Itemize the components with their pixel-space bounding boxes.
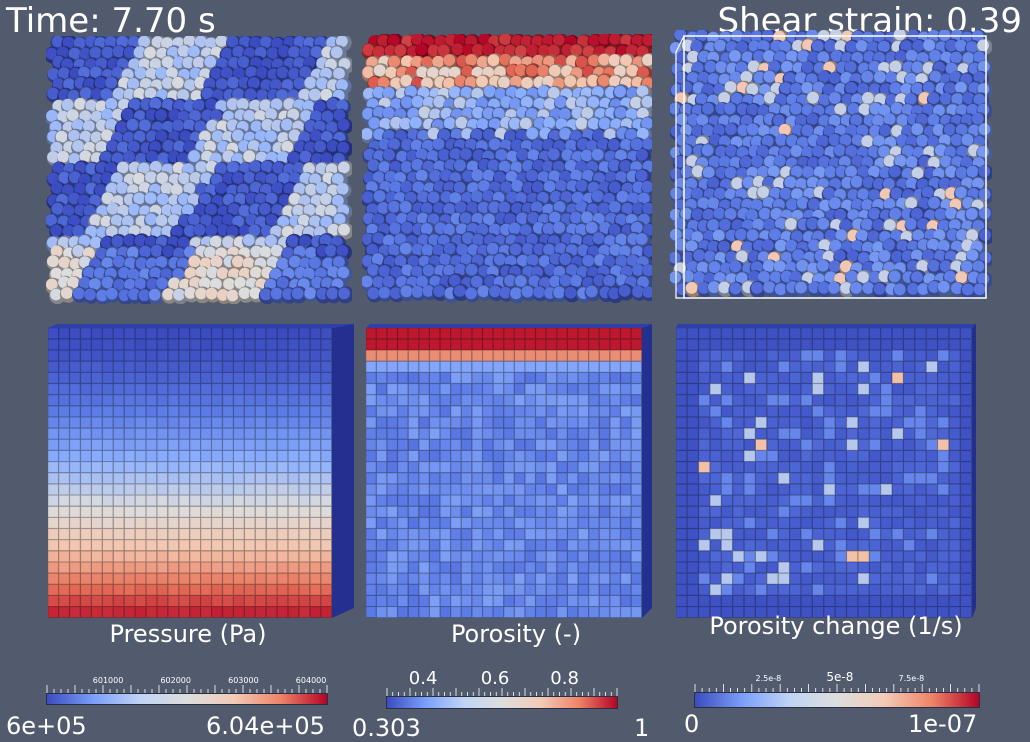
porosity-caption: Porosity (-)	[450, 620, 582, 648]
pressure-tick-label: 603000	[228, 676, 259, 685]
porosity-tick-label: 0.8	[550, 668, 579, 689]
porosity-change-caption: Porosity change (1/s)	[709, 612, 963, 640]
pressure-tick-label: 604000	[295, 676, 327, 685]
porosity-max-label: 1	[634, 714, 650, 742]
porosity-tick-marks	[386, 688, 618, 696]
porosity-change-spheres	[670, 30, 992, 300]
porosity-change-gradient-bar	[694, 692, 980, 708]
porosity-cells	[366, 327, 642, 618]
pressure-min-label: 6e+05	[6, 712, 87, 740]
porosity-change-max-label: 1e-07	[908, 710, 978, 738]
porosity-change-tick-label: 7.5e-8	[898, 674, 925, 683]
pressure-cells	[48, 327, 332, 618]
porosity-change-min-label: 0	[684, 710, 700, 738]
porosity-change-tick-marks	[694, 684, 980, 692]
porosity-change-particles-view	[670, 30, 992, 304]
time-readout: Time: 7.70 s	[6, 1, 216, 41]
pressure-gradient-bar	[46, 693, 328, 705]
pressure-caption: Pressure (Pa)	[109, 620, 267, 648]
pressure-colorbar: 601000 602000 603000 604000	[46, 676, 328, 736]
porosity-spheres	[362, 34, 652, 304]
pressure-max-label: 6.04e+05	[206, 712, 325, 740]
porosity-change-tick-label: 2.5e-8	[755, 674, 782, 683]
pressure-tick-marks	[46, 685, 328, 693]
porosity-min-label: 0.303	[352, 714, 421, 742]
pressure-tick-label: 601000	[92, 676, 124, 685]
porosity-change-colorbar: 2.5e-8 5e-8 7.5e-8	[694, 670, 980, 730]
porosity-change-grid-view	[676, 324, 982, 620]
porosity-gradient-bar	[386, 696, 618, 709]
porosity-grid-view	[366, 324, 652, 620]
porosity-change-tick-label: 5e-8	[826, 670, 854, 684]
bounding-box	[683, 35, 987, 299]
pressure-spheres	[46, 36, 352, 304]
porosity-tick-label: 0.6	[480, 668, 510, 689]
porosity-particles-view	[362, 34, 652, 304]
porosity-tick-label: 0.4	[408, 668, 438, 689]
pressure-tick-label: 602000	[160, 676, 191, 685]
pressure-particles-view	[46, 36, 352, 304]
porosity-change-cells	[676, 327, 972, 618]
porosity-colorbar: 0.4 0.6 0.8	[386, 668, 618, 728]
pressure-grid-view	[48, 324, 354, 620]
